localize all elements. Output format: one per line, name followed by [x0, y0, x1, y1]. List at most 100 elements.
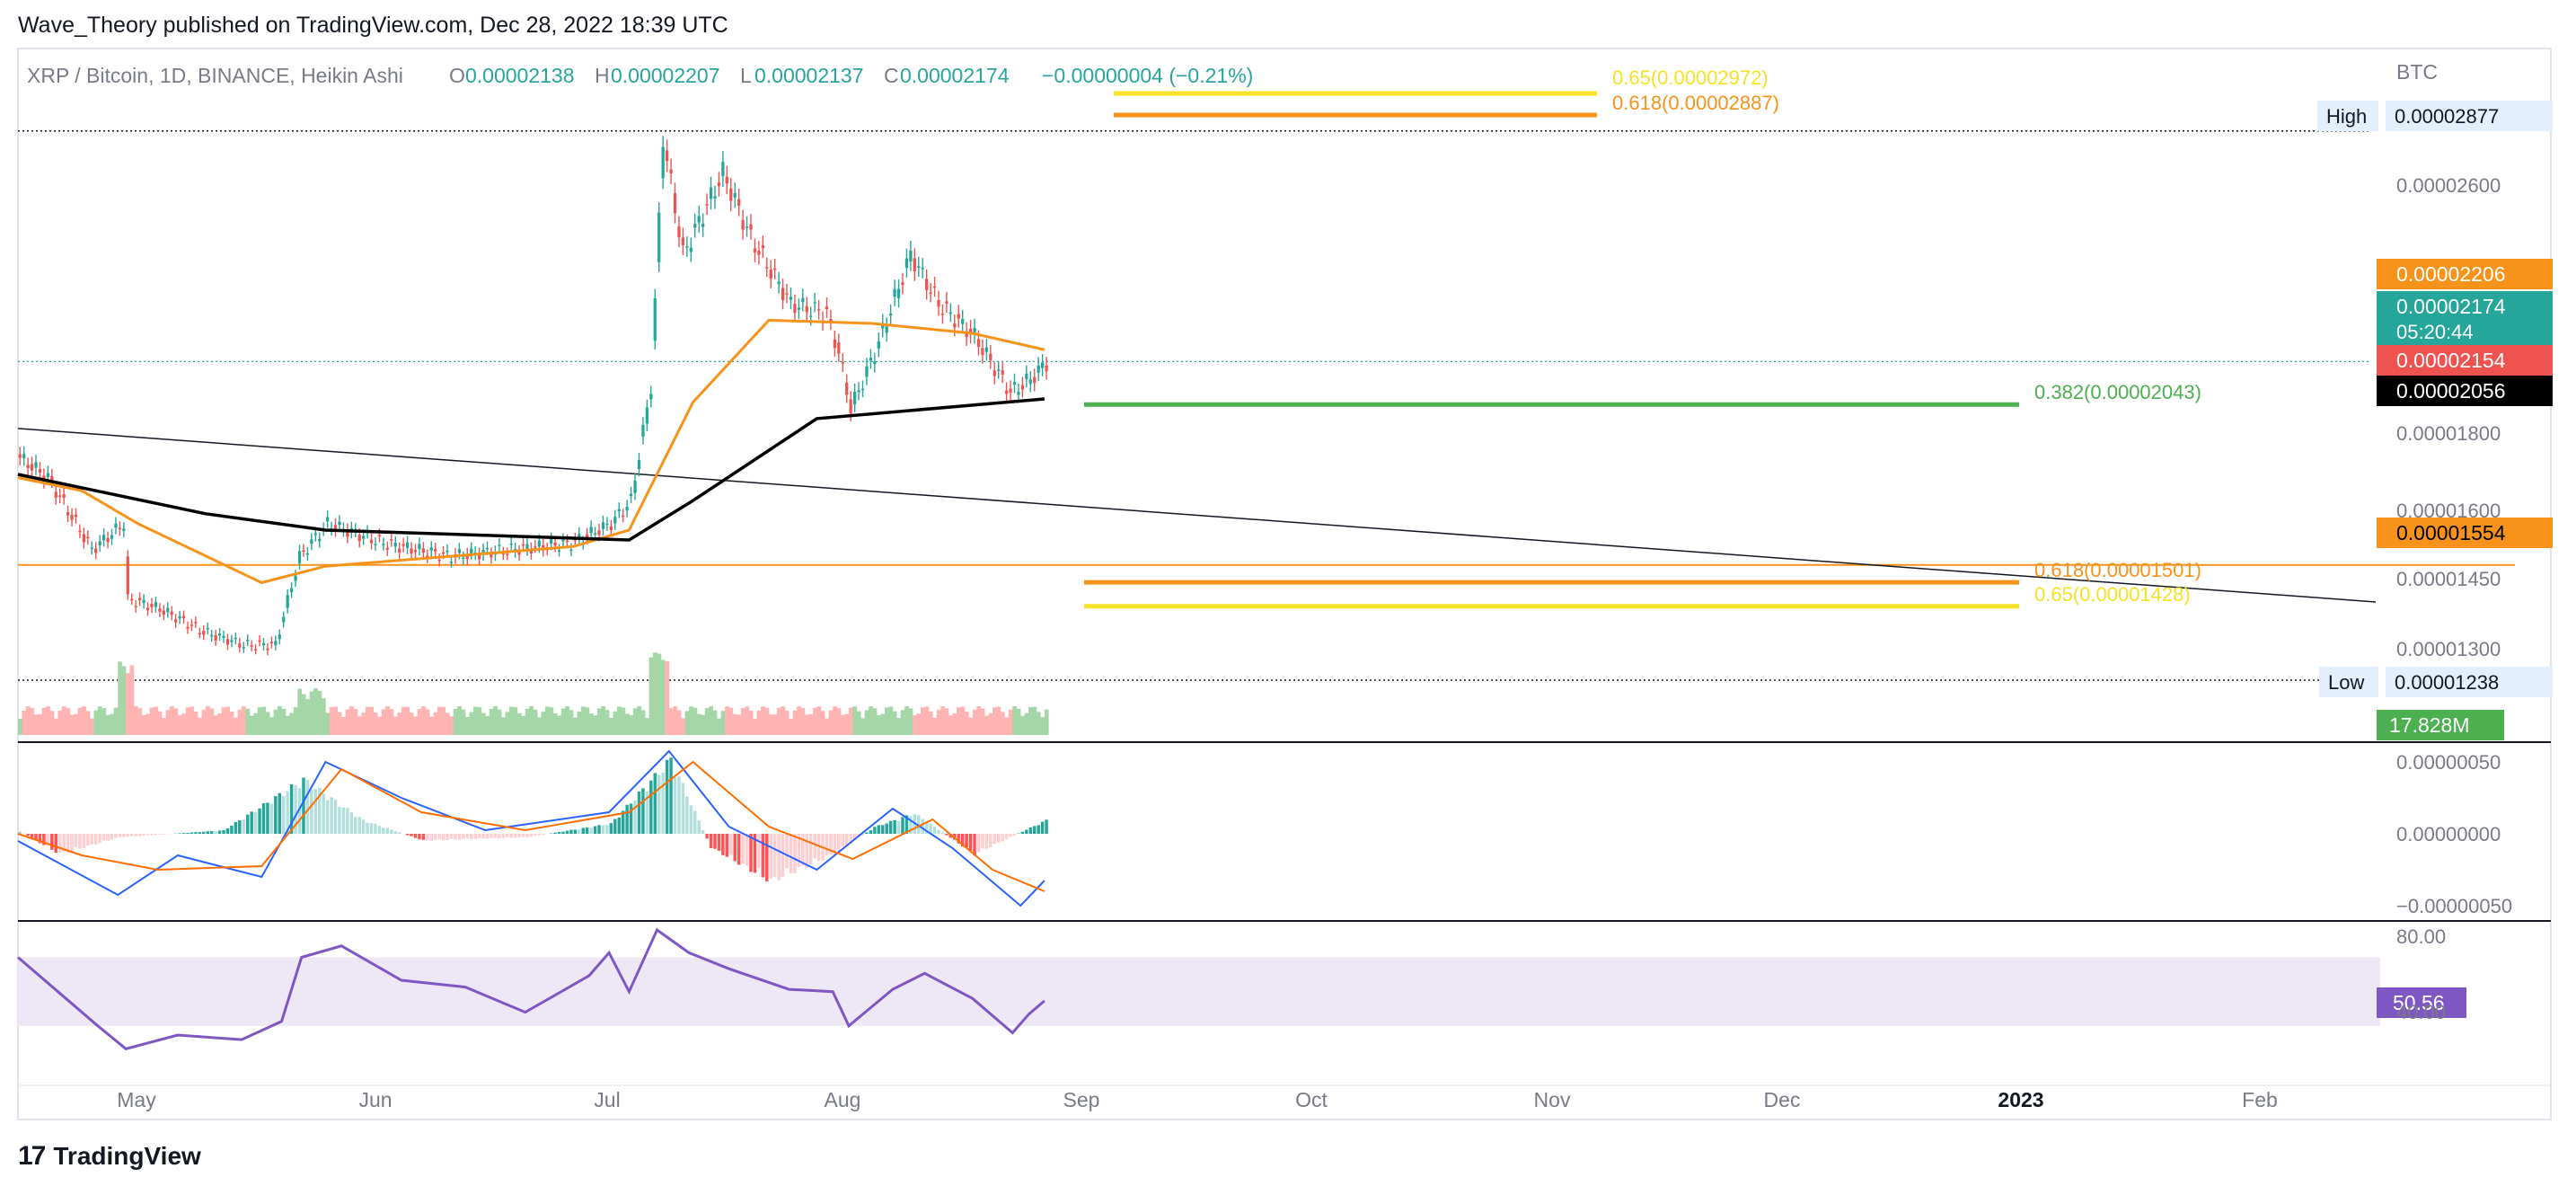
volume-bar — [748, 710, 754, 735]
tradingview-logo[interactable]: 17 TradingView — [18, 1141, 201, 1172]
candle-body — [58, 495, 62, 497]
volume-bar — [389, 709, 394, 735]
macd-histogram-bar — [462, 834, 465, 839]
macd-histogram-bar — [214, 831, 217, 834]
candle-body — [390, 539, 393, 541]
macd-histogram-bar — [605, 825, 609, 834]
candle-body — [154, 602, 158, 607]
candle-body — [294, 575, 297, 581]
candle-body — [78, 530, 82, 533]
candle-body — [357, 535, 361, 542]
candle-body — [629, 493, 633, 497]
volume-bar — [209, 708, 215, 735]
ma200-line — [17, 397, 1045, 542]
volume-bar — [181, 713, 187, 735]
volume-bar — [872, 708, 878, 735]
macd-histogram-bar — [446, 834, 449, 840]
candle-body — [593, 533, 597, 535]
candle-body — [869, 358, 873, 361]
macd-histogram-bar — [190, 832, 194, 834]
ohlc-open: 0.00002138 — [465, 64, 575, 87]
volume-bar — [968, 717, 974, 735]
candle-body — [338, 521, 341, 526]
candle-body — [517, 552, 521, 555]
candle-body — [913, 258, 916, 271]
candle-body — [801, 297, 805, 303]
candle-body — [525, 544, 529, 550]
macd-histogram-bar — [341, 807, 346, 834]
volume-bar — [433, 712, 438, 735]
volume-bar — [505, 712, 510, 735]
macd-histogram-bar — [181, 833, 186, 834]
macd-histogram-bar — [258, 808, 261, 834]
candle-body — [569, 549, 573, 552]
macd-histogram-bar — [137, 834, 142, 836]
volume-bar — [361, 712, 366, 735]
volume-bar — [792, 710, 798, 735]
candle-body — [106, 537, 110, 543]
macd-histogram-bar — [673, 777, 677, 834]
volume-bar — [645, 718, 649, 735]
macd-histogram-bar — [924, 823, 929, 834]
volume-bar — [121, 666, 127, 735]
volume-bar — [508, 706, 514, 735]
macd-histogram-bar — [557, 831, 561, 834]
candle-body — [733, 192, 737, 198]
macd-histogram-bar — [581, 828, 585, 834]
candle-body — [377, 535, 382, 536]
macd-histogram-bar — [101, 834, 106, 841]
price-tag-box — [2377, 376, 2553, 406]
macd-histogram-bar — [242, 819, 245, 834]
volume-bar — [297, 688, 303, 735]
candle-body — [961, 318, 965, 324]
candle-body — [418, 544, 421, 550]
macd-histogram-bar — [904, 815, 909, 834]
macd-histogram-bar — [989, 834, 992, 847]
macd-histogram-bar — [393, 831, 397, 834]
macd-histogram-bar — [645, 792, 649, 834]
fib-level-label: 0.382(0.00002043) — [2034, 381, 2201, 403]
macd-histogram-bar — [349, 812, 354, 834]
macd-histogram-bar — [250, 811, 253, 834]
volume-bar — [329, 706, 334, 735]
volume-bar — [25, 706, 31, 735]
candle-body — [713, 196, 717, 199]
candle-body — [997, 369, 1001, 371]
macd-histogram-bar — [921, 819, 924, 834]
candle-body — [481, 549, 485, 555]
macd-histogram-bar — [158, 834, 162, 835]
candle-body — [937, 300, 940, 307]
candle-body — [465, 553, 469, 560]
candle-body — [669, 169, 673, 173]
candle-body — [401, 544, 405, 546]
macd-histogram-bar — [30, 834, 34, 838]
candle-body — [625, 507, 629, 511]
macd-histogram-bar — [593, 826, 597, 834]
macd-histogram-bar — [162, 834, 166, 835]
volume-bar — [740, 707, 745, 735]
volume-bar — [185, 707, 190, 735]
candle-body — [429, 547, 433, 551]
candle-body — [1033, 376, 1037, 384]
macd-histogram-bar — [888, 820, 893, 834]
macd-histogram-bar — [361, 819, 366, 834]
candle-body — [305, 553, 310, 555]
volume-bar — [453, 709, 458, 735]
candle-body — [202, 631, 206, 635]
volume-bar — [529, 706, 534, 735]
macd-histogram-bar — [932, 827, 937, 834]
volume-bar — [928, 711, 933, 735]
candle-body — [326, 517, 330, 522]
candle-body — [214, 634, 217, 641]
candle-body — [725, 176, 728, 184]
candle-body — [557, 550, 561, 552]
macd-histogram-bar — [325, 800, 330, 834]
macd-histogram-bar — [501, 834, 506, 838]
volume-bar — [940, 706, 945, 735]
macd-histogram-bar — [1004, 834, 1009, 839]
rsi-axis-tick: 40.00 — [2396, 1001, 2446, 1023]
candle-body — [130, 598, 134, 601]
macd-histogram-bar — [693, 810, 697, 834]
candle-body — [54, 491, 57, 498]
